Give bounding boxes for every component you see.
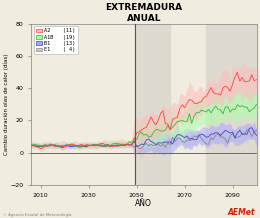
Text: © Agencia Estatal de Meteorología: © Agencia Estatal de Meteorología (3, 213, 71, 217)
Y-axis label: Cambio duración olas de calor (días): Cambio duración olas de calor (días) (3, 54, 9, 155)
Title: EXTREMADURA
ANUAL: EXTREMADURA ANUAL (105, 3, 182, 23)
Bar (206, 24, 257, 185)
X-axis label: AÑO: AÑO (135, 199, 152, 208)
Bar (135, 24, 170, 185)
Text: AEMet: AEMet (227, 208, 255, 217)
Legend: A2    (11), A1B   (19), B1    (13), E1    ( 4): A2 (11), A1B (19), B1 (13), E1 ( 4) (34, 26, 78, 54)
